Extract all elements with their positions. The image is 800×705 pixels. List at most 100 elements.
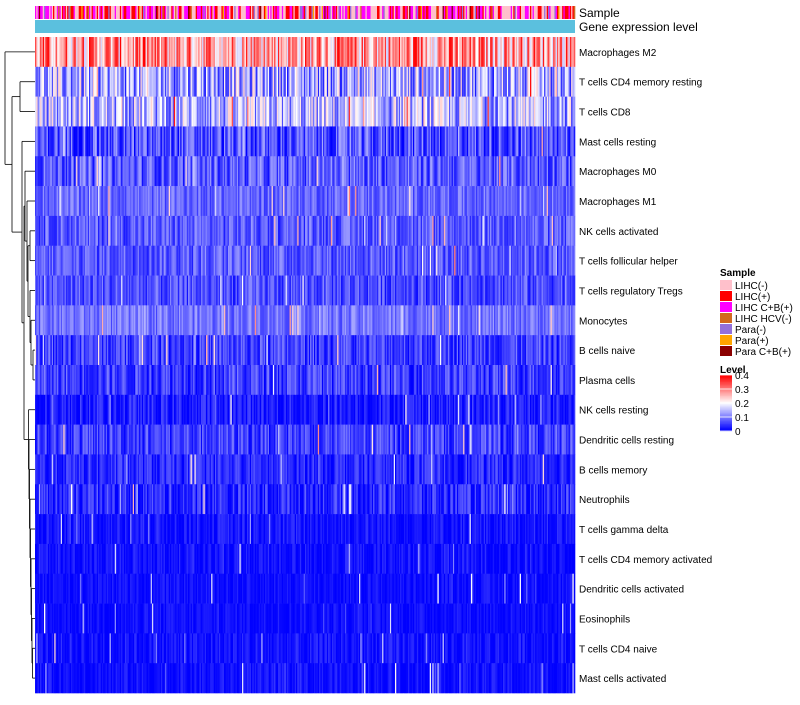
heatmap-cell	[357, 275, 360, 306]
heatmap-cell	[360, 275, 362, 306]
heatmap-cell	[429, 335, 432, 366]
sample-annotation-cell	[420, 6, 423, 19]
heatmap-cell	[98, 245, 100, 276]
heatmap-cell	[257, 66, 260, 97]
heatmap-cell	[131, 245, 134, 276]
heatmap-cell	[473, 305, 476, 336]
heatmap-cell	[338, 245, 341, 276]
heatmap-cell	[337, 245, 339, 276]
heatmap-cell	[473, 37, 476, 68]
sample-annotation-cell	[218, 6, 221, 19]
heatmap-cell	[433, 245, 436, 276]
heatmap-cell	[454, 96, 456, 127]
heatmap-cell	[551, 156, 554, 187]
heatmap-cell	[478, 245, 481, 276]
heatmap-cell	[284, 245, 287, 276]
heatmap-cell	[117, 156, 119, 187]
heatmap-cell	[172, 186, 175, 217]
heatmap-cell	[226, 275, 229, 306]
heatmap-cell	[486, 275, 488, 306]
heatmap-cell	[109, 245, 112, 276]
heatmap-cell	[494, 275, 496, 306]
heatmap-cell	[125, 156, 127, 187]
heatmap-cell	[360, 37, 362, 68]
sample-annotation-cell	[116, 6, 118, 19]
heatmap-cell	[398, 66, 401, 97]
heatmap-cell	[370, 126, 373, 157]
heatmap-cell	[114, 66, 117, 97]
sample-annotation-cell	[190, 6, 193, 19]
heatmap-cell	[442, 96, 445, 127]
heatmap-row	[35, 37, 576, 68]
heatmap-cell	[293, 335, 296, 366]
heatmap-cell	[357, 215, 360, 247]
heatmap-cell	[283, 275, 285, 306]
heatmap-cell	[305, 156, 307, 187]
heatmap-cell	[365, 37, 368, 68]
heatmap-cell	[441, 96, 443, 127]
heatmap-cell	[535, 156, 537, 187]
heatmap-cell	[200, 156, 203, 187]
heatmap-cell	[382, 215, 384, 247]
heatmap-cell	[254, 156, 257, 187]
heatmap-cell	[123, 186, 126, 217]
heatmap-cell	[335, 305, 338, 336]
heatmap-cell	[386, 96, 388, 127]
heatmap-cell	[347, 126, 350, 157]
heatmap-cell	[239, 37, 242, 68]
heatmap-cell	[99, 126, 101, 157]
heatmap-cell	[371, 186, 374, 217]
heatmap-cell	[440, 186, 442, 217]
heatmap-cell	[469, 66, 472, 97]
heatmap-cell	[464, 37, 467, 68]
heatmap-cell	[353, 305, 356, 336]
sample-annotation-cell	[47, 6, 50, 19]
heatmap-cell	[163, 215, 166, 247]
heatmap-cell	[532, 66, 535, 97]
heatmap-cell	[427, 37, 429, 68]
heatmap-cell	[414, 215, 416, 247]
heatmap-cell	[215, 126, 217, 157]
heatmap-cell	[440, 156, 442, 187]
heatmap-cell	[38, 275, 41, 306]
heatmap-cell	[125, 245, 127, 276]
heatmap-cell	[179, 275, 181, 306]
heatmap-cell	[145, 156, 148, 187]
sample-annotation-cell	[281, 6, 284, 19]
heatmap-cell	[551, 96, 554, 127]
heatmap-cell	[436, 66, 438, 97]
heatmap-cell	[472, 96, 474, 127]
heatmap-cell	[402, 37, 405, 68]
heatmap-cell	[311, 156, 314, 187]
heatmap-cell	[95, 305, 98, 336]
heatmap-cell	[173, 335, 176, 366]
heatmap-cell	[258, 37, 261, 68]
heatmap-cell	[427, 215, 429, 247]
heatmap-cell	[116, 245, 118, 276]
heatmap-row	[35, 245, 576, 276]
heatmap-cell	[411, 66, 414, 97]
heatmap-cell	[357, 96, 360, 127]
heatmap-cell	[200, 37, 203, 68]
heatmap-cell	[380, 245, 383, 276]
heatmap-cell	[285, 66, 288, 97]
heatmap-cell	[353, 186, 356, 217]
sample-annotation-cell	[532, 6, 535, 19]
heatmap-cell	[60, 156, 63, 187]
sample-annotation-cell	[446, 6, 449, 19]
heatmap-cell	[353, 126, 356, 157]
heatmap-cell	[73, 335, 76, 366]
sample-annotation-cell	[335, 6, 338, 19]
heatmap-cell	[215, 275, 217, 306]
heatmap-cell	[153, 335, 155, 366]
heatmap-cell	[197, 335, 199, 366]
sample-annotation-cell	[527, 6, 530, 19]
heatmap-cell	[441, 275, 443, 306]
heatmap-cell	[108, 305, 110, 336]
heatmap-cell	[326, 305, 329, 336]
heatmap-cell	[530, 186, 532, 217]
heatmap-cell	[213, 126, 216, 157]
heatmap-cell	[532, 275, 535, 306]
heatmap-cell	[116, 275, 118, 306]
heatmap-cell	[297, 37, 299, 68]
